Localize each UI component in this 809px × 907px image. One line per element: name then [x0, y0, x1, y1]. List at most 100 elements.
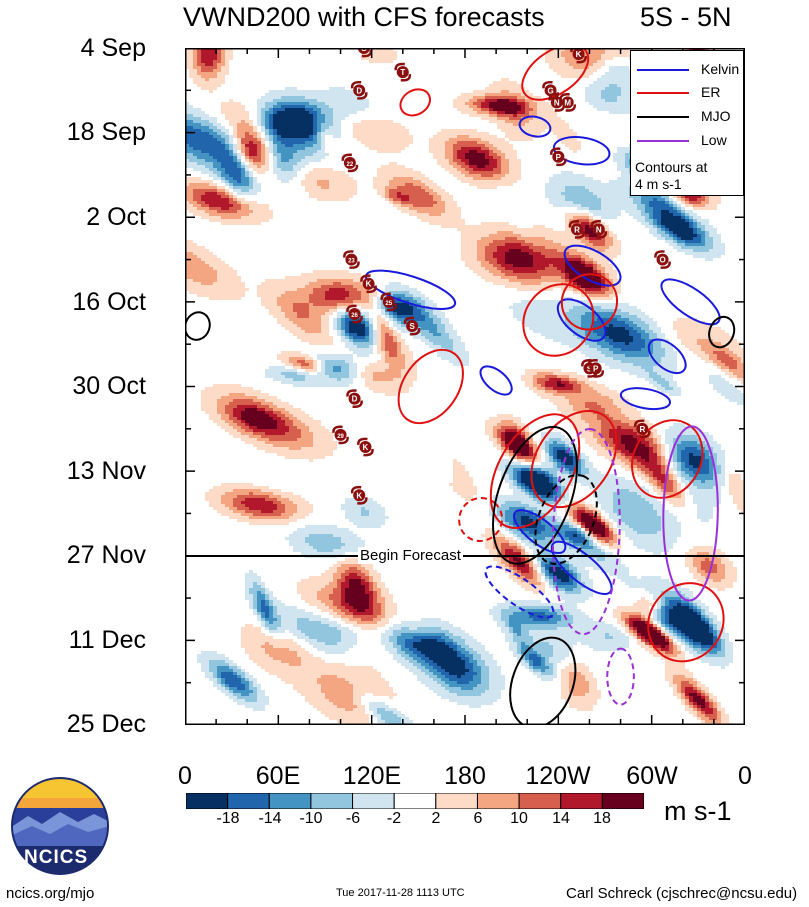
colorbar-label: -2	[386, 810, 402, 827]
tc-marker: K	[360, 274, 377, 294]
colorbar-swatch	[310, 793, 354, 809]
contour-low	[606, 647, 635, 706]
tc-marker: D	[346, 389, 363, 408]
contour-mjo	[509, 636, 577, 725]
tc-marker: N	[590, 219, 608, 239]
colorbar-label: -10	[299, 810, 323, 827]
contour-mjo	[534, 474, 598, 565]
contour-mjo	[492, 425, 578, 565]
y-tick-label: 27 Nov	[66, 541, 146, 569]
legend-label: ER	[701, 84, 721, 100]
colorbar-swatch	[560, 793, 603, 809]
y-tick-label: 30 Oct	[72, 372, 146, 400]
contour-kelvin	[513, 509, 567, 554]
contour-mjo	[185, 311, 211, 341]
y-tick-label: 16 Oct	[72, 288, 146, 316]
legend-note-line: 4 m s-1	[635, 176, 682, 192]
axis-ticks	[185, 48, 745, 725]
tc-marker: T	[394, 62, 412, 82]
contour-kelvin	[479, 365, 513, 396]
legend-note: Contours at 4 m s-1	[635, 159, 707, 193]
plot-frame	[185, 48, 745, 725]
legend-swatch	[637, 116, 689, 118]
tc-marker: 26	[346, 304, 363, 324]
chart-title: VWND200 with CFS forecasts	[183, 2, 545, 32]
contour-low	[662, 425, 719, 602]
colorbar-swatch	[518, 793, 562, 809]
legend-label: Low	[701, 132, 727, 148]
colorbar-swatch	[601, 793, 644, 809]
colorbar-label: -14	[258, 810, 282, 827]
footer-url[interactable]: ncics.org/mjo	[6, 885, 95, 902]
legend-swatch	[637, 140, 689, 142]
y-tick-label: 11 Dec	[68, 626, 146, 654]
x-tick-label: 120E	[342, 762, 402, 790]
colorbar-swatch	[393, 793, 437, 809]
legend-note-line: Contours at	[635, 159, 708, 175]
legend-swatch	[637, 92, 689, 94]
footer-timestamp: Tue 2017-11-28 1113 UTC	[336, 887, 465, 899]
tc-marker: 29	[332, 425, 349, 445]
tc-marker: K	[350, 485, 368, 505]
colorbar-swatch	[227, 793, 270, 809]
colorbar-label: 18	[593, 810, 611, 827]
x-tick-label: 180	[444, 762, 486, 790]
colorbar-swatch	[186, 793, 229, 809]
contour-mjo	[708, 315, 736, 349]
legend-swatch	[637, 69, 689, 71]
contour-kelvin	[550, 540, 613, 595]
x-tick-label: 120W	[525, 762, 591, 790]
colorbar-label: -6	[345, 810, 361, 827]
tc-marker: S	[403, 316, 421, 336]
begin-forecast-label: Begin Forecast	[358, 547, 463, 564]
colorbar-label: 14	[552, 810, 570, 827]
tc-marker: O	[654, 250, 671, 269]
ncics-logo	[11, 777, 109, 875]
wave-contours	[185, 48, 736, 725]
tc-marker: 25	[380, 292, 398, 312]
tc-marker: R	[634, 419, 651, 439]
tc-marker: P	[550, 147, 567, 167]
colorbar-swatch	[435, 793, 478, 809]
colorbar-swatch	[476, 793, 520, 809]
tc-marker: 23	[343, 250, 360, 269]
colorbar-label: -18	[216, 810, 240, 827]
contour-er	[399, 88, 431, 117]
y-tick-label: 4 Sep	[80, 34, 146, 62]
contour-kelvin	[563, 244, 622, 287]
contour-er	[521, 48, 590, 101]
colorbar-label: 6	[473, 810, 483, 827]
tc-marker: K	[570, 48, 587, 64]
region-label: 5S - 5N	[640, 2, 732, 32]
x-tick-label: 0	[738, 762, 752, 790]
x-tick-label: 60W	[626, 762, 678, 790]
legend-item-mjo: MJO	[631, 106, 745, 128]
tc-marker: D	[350, 80, 368, 100]
contour-er	[647, 582, 725, 663]
tc-marker: M	[559, 93, 576, 112]
legend: Kelvin ER MJO Low Contours at 4 m s-1	[630, 50, 744, 196]
y-tick-label: 18 Sep	[66, 118, 146, 146]
colorbar-label: 10	[510, 810, 528, 827]
y-tick-label: 25 Dec	[66, 710, 146, 738]
contour-kelvin	[518, 115, 552, 138]
contour-kelvin	[556, 298, 607, 342]
x-tick-label: 60E	[255, 762, 301, 790]
legend-label: MJO	[701, 108, 731, 124]
contour-er	[522, 283, 595, 357]
colorbar-swatch	[268, 793, 312, 809]
tc-marker: P	[587, 358, 604, 378]
logo-text: NCICS	[24, 847, 89, 868]
contour-low	[551, 427, 621, 636]
contour-er	[397, 348, 464, 425]
y-tick-label: 2 Oct	[86, 203, 146, 231]
tc-marker: K	[357, 437, 374, 457]
contour-kelvin	[552, 136, 611, 166]
contour-er	[560, 273, 619, 331]
tc-marker: R	[568, 219, 586, 239]
colorbar-units: m s-1	[664, 796, 732, 826]
colorbar	[186, 793, 644, 809]
legend-item-er: ER	[631, 82, 745, 104]
tc-marker: 22	[341, 153, 359, 173]
